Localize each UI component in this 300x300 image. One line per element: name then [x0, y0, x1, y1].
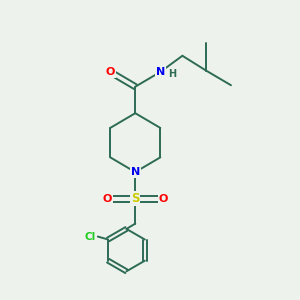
Text: N: N — [156, 67, 165, 77]
Text: S: S — [131, 192, 140, 205]
Text: Cl: Cl — [85, 232, 96, 242]
Text: H: H — [169, 69, 177, 79]
Text: O: O — [159, 194, 168, 204]
Text: O: O — [103, 194, 112, 204]
Text: N: N — [131, 167, 140, 177]
Text: O: O — [106, 67, 115, 77]
